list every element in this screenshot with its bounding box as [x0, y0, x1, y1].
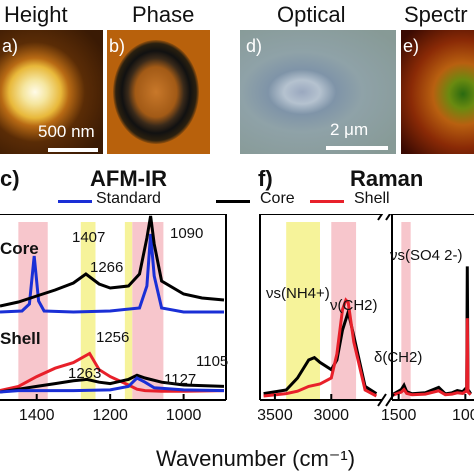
raman-annotation: δ(CH2)	[374, 349, 422, 366]
x-axis-label: Wavenumber (cm⁻¹)	[156, 446, 355, 472]
title-phase: Phase	[132, 2, 195, 27]
afm-series-shell-core	[0, 373, 225, 394]
afm-tick-label: 1000	[166, 407, 202, 424]
legend: Standard Core Shell	[58, 190, 474, 216]
legend-label-core: Core	[260, 190, 295, 207]
legend-swatch-shell	[310, 200, 344, 203]
afm-band-3	[124, 222, 133, 400]
raman-tick-label: 3500	[258, 407, 293, 424]
afm-series-core-core	[0, 215, 225, 308]
panel-label-e: e)	[403, 36, 420, 56]
raman-band-0	[286, 222, 320, 400]
raman-annotation: νs(NH4+)	[266, 285, 330, 302]
afm-annotation: 1266	[90, 259, 123, 276]
legend-swatch-standard	[58, 200, 92, 203]
afm-series-core-standard	[0, 233, 224, 314]
raman-axis-break	[385, 393, 395, 407]
scale-bar-afm-label: 500 nm	[38, 122, 95, 141]
phase-ring	[113, 40, 199, 144]
afm-annotation: 1090	[170, 225, 203, 242]
panel-label-d: d)	[246, 36, 263, 56]
panel-label-a: a)	[2, 36, 19, 56]
raman-annotation: ν(CH2)	[330, 297, 378, 314]
phase-image: b)	[107, 30, 210, 154]
raman-chart: 3500 3000 1500 100 νs(NH4+)ν(CH2) δ(CH2) νs(S…	[258, 214, 474, 424]
raman-series-shell	[263, 297, 378, 398]
title-height: Height	[4, 2, 68, 27]
optical-image: d) 2 μm	[240, 30, 396, 154]
raman-axis-break	[385, 214, 392, 221]
raman-annotation: νs(SO4 2-)	[390, 247, 463, 264]
title-afm-ir: AFM-IR	[90, 166, 167, 191]
afm-series-shell-shell	[0, 351, 225, 393]
afm-tick-label: 1400	[19, 407, 55, 424]
raman-tick-label: 1500	[381, 407, 417, 424]
legend-label-standard: Standard	[96, 190, 161, 207]
raman-band-2	[401, 222, 411, 400]
afm-annotation: 1127	[164, 371, 196, 388]
scale-bar-afm	[48, 148, 98, 152]
afm-annotation: 1105	[196, 353, 228, 370]
raman-tick-label: 100	[452, 407, 474, 424]
scale-bar-optical-label: 2 μm	[330, 120, 369, 139]
afm-tick-label: 1200	[92, 407, 128, 424]
title-optical: Optical	[277, 2, 346, 27]
panel-label-f: f)	[258, 166, 273, 191]
title-raman: Raman	[350, 166, 424, 191]
raman-series-shell-low	[391, 318, 472, 397]
scale-bar-optical	[326, 146, 388, 150]
afm-band-2	[132, 222, 164, 400]
title-spectra: Spectr	[404, 2, 468, 27]
raman-axis-break	[377, 393, 387, 407]
afm-annotation: 1256	[96, 329, 129, 346]
legend-swatch-core	[216, 200, 250, 203]
afm-row-label-core: Core	[0, 239, 39, 258]
afm-series-shell-standard	[0, 376, 225, 394]
panel-label-c: c)	[0, 166, 20, 191]
panel-label-b: b)	[109, 36, 126, 56]
afm-ir-chart: 1400 1200 1000 Core Shell 1407 1266 1090 1256 11…	[0, 214, 228, 424]
raman-tick-label: 3000	[313, 407, 349, 424]
legend-label-shell: Shell	[354, 190, 390, 207]
afm-annotation: 1263	[68, 365, 101, 382]
height-image: a) 500 nm	[0, 30, 103, 154]
x-axis-label-text: Wavenumber (cm⁻¹)	[156, 446, 356, 471]
raman-axis-break	[377, 214, 384, 221]
afm-annotation: 1407	[72, 229, 105, 246]
afm-row-label-shell: Shell	[0, 329, 41, 348]
spectral-image: e)	[401, 30, 474, 154]
